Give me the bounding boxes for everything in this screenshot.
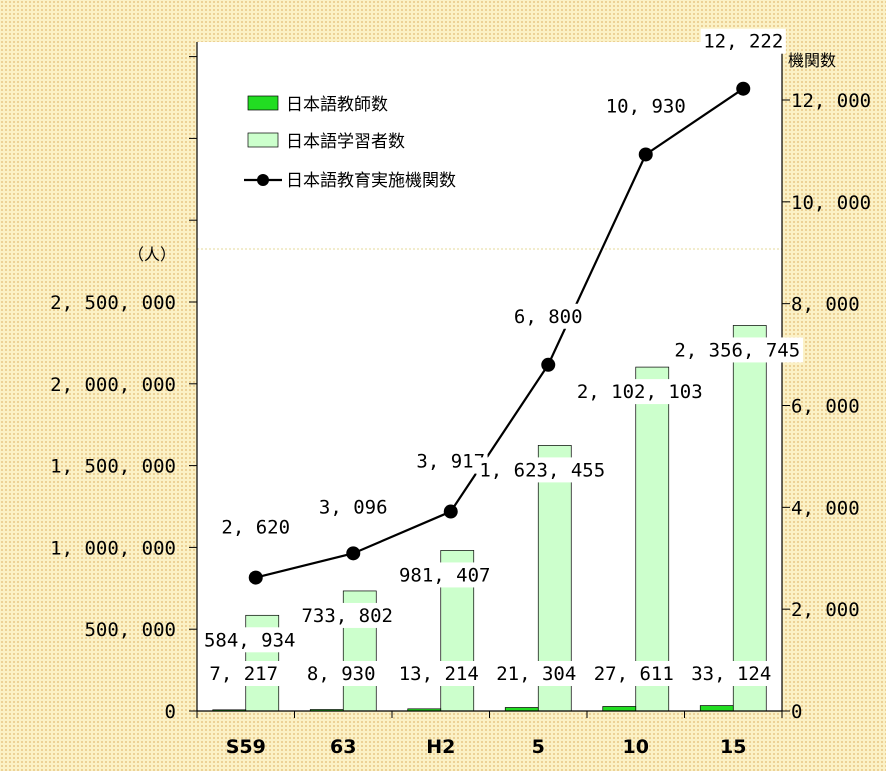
right-tick-label: 10, 000 (791, 192, 871, 214)
label-teachers-group: 13, 214 (396, 661, 482, 686)
point-institutions (638, 147, 653, 162)
label-institutions-group: 3, 917 (413, 448, 488, 474)
x-tick-label: 5 (532, 736, 545, 758)
label-teachers: 33, 124 (691, 663, 771, 685)
label-learners-bg (671, 337, 804, 363)
x-tick-label: 63 (330, 736, 356, 758)
label-institutions: 3, 917 (416, 451, 485, 473)
label-institutions-group: 2, 620 (218, 514, 293, 540)
label-institutions-bg (316, 494, 391, 520)
x-tick-label: 15 (720, 736, 746, 758)
data-labels-layer: 2, 620 3, 096 3, 917 6, 800 10, 930 12, 222 58… (201, 28, 804, 686)
label-learners-bg (476, 457, 609, 483)
label-teachers-bg (688, 661, 774, 686)
left-axis-unit: （人） (128, 245, 176, 264)
label-learners: 2, 356, 745 (674, 339, 800, 361)
x-tick-label: S59 (226, 736, 266, 758)
label-institutions-group: 12, 222 (700, 28, 786, 54)
label-teachers-bg (206, 661, 281, 686)
left-tick-label: 2, 500, 000 (50, 292, 176, 314)
label-learners-bg (298, 602, 396, 628)
label-institutions-bg (511, 303, 586, 329)
label-learners-group: 2, 356, 745 (671, 337, 804, 363)
point-institutions (346, 546, 361, 561)
plot-area (197, 42, 782, 711)
label-institutions-bg (603, 93, 689, 119)
legend-label-institutions: 日本語教育実施機関数 (286, 171, 456, 191)
point-institutions (443, 504, 458, 519)
label-learners-bg (201, 627, 299, 653)
label-institutions: 3, 096 (319, 496, 388, 518)
label-teachers-bg (304, 661, 379, 686)
label-teachers-bg (493, 661, 579, 686)
x-tick-label: 10 (623, 736, 649, 758)
label-learners-bg (396, 562, 494, 588)
label-teachers-group: 33, 124 (688, 661, 774, 686)
left-tick-label: 500, 000 (84, 619, 176, 641)
left-tick-label: 0 (165, 701, 176, 723)
label-institutions-bg (700, 28, 786, 54)
right-axis-unit: 機関数 (788, 51, 836, 70)
label-teachers-group: 21, 304 (493, 661, 579, 686)
label-institutions: 12, 222 (703, 31, 783, 53)
bar-learners (635, 366, 670, 712)
label-teachers: 7, 217 (209, 663, 278, 685)
label-learners: 733, 802 (301, 605, 393, 627)
legend: 日本語教師数 日本語学習者数 日本語教育実施機関数 (244, 95, 456, 191)
right-tick-label: 2, 000 (791, 599, 860, 621)
label-institutions-group: 3, 096 (316, 494, 391, 520)
right-tick-label: 6, 000 (791, 396, 860, 418)
point-institutions (736, 81, 751, 96)
label-learners: 1, 623, 455 (479, 459, 605, 481)
point-institutions (248, 570, 263, 585)
label-teachers: 8, 930 (307, 663, 376, 685)
label-learners-group: 1, 623, 455 (476, 457, 609, 483)
line-institutions (255, 87, 744, 579)
bar-teachers (699, 705, 734, 712)
label-learners: 2, 102, 103 (577, 381, 703, 403)
label-learners-group: 584, 934 (201, 627, 299, 653)
label-learners: 584, 934 (204, 629, 296, 651)
label-institutions-bg (218, 514, 293, 540)
label-institutions: 2, 620 (221, 517, 290, 539)
label-learners-group: 733, 802 (298, 602, 396, 628)
label-institutions: 6, 800 (514, 306, 583, 328)
legend-label-learners: 日本語学習者数 (286, 132, 405, 152)
legend-marker-institutions (257, 174, 269, 186)
bar-teachers (602, 706, 637, 712)
bar-learners (732, 325, 767, 712)
x-tick-label: H2 (426, 736, 455, 758)
label-teachers-group: 7, 217 (206, 661, 281, 686)
label-learners: 981, 407 (399, 564, 491, 586)
point-institutions (541, 357, 556, 372)
label-institutions-bg (413, 448, 488, 474)
line-series-layer (248, 81, 751, 585)
label-teachers: 13, 214 (399, 663, 479, 685)
legend-swatch-learners (247, 132, 279, 148)
legend-swatch-teachers (247, 95, 279, 111)
label-teachers-group: 8, 930 (304, 661, 379, 686)
left-tick-label: 1, 000, 000 (50, 537, 176, 559)
label-teachers-bg (591, 661, 677, 686)
label-teachers-group: 27, 611 (591, 661, 677, 686)
label-institutions-group: 10, 930 (603, 93, 689, 119)
right-tick-label: 8, 000 (791, 294, 860, 316)
label-institutions: 10, 930 (606, 95, 686, 117)
right-tick-label: 12, 000 (791, 90, 871, 112)
label-learners-group: 981, 407 (396, 562, 494, 588)
left-tick-label: 2, 000, 000 (50, 374, 176, 396)
right-tick-label: 4, 000 (791, 497, 860, 519)
label-teachers: 21, 304 (496, 663, 576, 685)
label-learners-bg (573, 379, 706, 405)
legend-label-teachers: 日本語教師数 (286, 95, 388, 115)
label-learners-group: 2, 102, 103 (573, 379, 706, 405)
axes-layer: 0 500, 000 1, 000, 000 1, 500, 000 2, 000, 0… (50, 42, 871, 758)
right-tick-label: 0 (791, 701, 802, 723)
label-institutions-group: 6, 800 (511, 303, 586, 329)
left-tick-label: 1, 500, 000 (50, 456, 176, 478)
label-teachers: 27, 611 (594, 663, 674, 685)
label-teachers-bg (396, 661, 482, 686)
